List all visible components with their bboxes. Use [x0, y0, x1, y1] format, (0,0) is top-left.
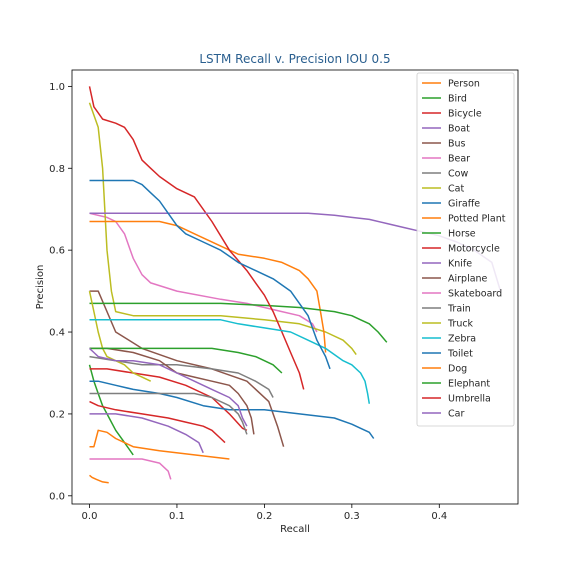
legend-label: Toilet: [447, 349, 473, 360]
y-tick-label: 0.4: [49, 328, 65, 339]
x-tick-label: 0.2: [256, 511, 272, 522]
x-axis: 0.0 0.1 0.2 0.3 0.4: [82, 504, 447, 522]
legend-label: Zebra: [448, 334, 476, 345]
series-line-cow: [89, 355, 274, 398]
legend-label: Potted Plant: [448, 214, 506, 225]
series-line-bicycle: [89, 368, 248, 431]
legend-label: Bird: [448, 94, 467, 105]
series-line-zebra: [89, 319, 371, 404]
legend-label: Horse: [448, 229, 476, 240]
series-line-car: [88, 347, 248, 427]
y-tick-label: 0.2: [49, 409, 65, 420]
series-line-elephant: [89, 347, 283, 374]
series-line-skateboard: [89, 458, 172, 480]
series-line-motorcycle: [88, 86, 305, 390]
y-axis: 0.0 0.2 0.4 0.6 0.8 1.0: [49, 82, 72, 502]
legend-label: Cow: [448, 169, 468, 180]
axes-frame: [71, 69, 519, 505]
chart-title: LSTM Recall v. Precision IOU 0.5: [199, 52, 390, 66]
legend-label: Giraffe: [448, 199, 480, 210]
legend-label: Train: [447, 304, 471, 315]
series-line-truck: [88, 290, 152, 382]
legend-label: Elephant: [448, 379, 490, 390]
series-line-airplane: [89, 347, 255, 435]
legend-label: Cat: [448, 184, 464, 195]
legend-label: Bear: [448, 154, 470, 165]
series-layer: [88, 86, 502, 484]
legend-label: Knife: [448, 259, 472, 270]
series-line-toilet: [89, 179, 331, 370]
series-line-dog: [89, 429, 230, 460]
series-line-giraffe: [89, 380, 375, 439]
legend-label: Motorcycle: [448, 244, 500, 255]
x-tick-label: 0.4: [431, 511, 447, 522]
series-line-potted-plant: [89, 220, 327, 353]
legend-label: Skateboard: [448, 289, 502, 300]
series-line-bird: [88, 364, 134, 456]
y-tick-label: 0.0: [49, 491, 65, 502]
legend-label: Truck: [447, 319, 474, 330]
series-line-bear: [89, 212, 318, 333]
legend-box: [416, 72, 515, 427]
legend-label: Umbrella: [448, 394, 491, 405]
legend-label: Boat: [448, 124, 470, 135]
series-line-person: [89, 474, 109, 484]
legend-label: Car: [448, 409, 464, 420]
series-line-horse: [89, 302, 388, 343]
x-tick-label: 0.0: [82, 511, 98, 522]
x-tick-label: 0.3: [344, 511, 360, 522]
series-line-boat: [89, 413, 204, 454]
legend-label: Person: [448, 79, 480, 90]
legend-label: Airplane: [448, 274, 488, 285]
series-line-train: [89, 392, 248, 435]
y-tick-label: 0.8: [49, 164, 65, 175]
legend-label: Bicycle: [448, 109, 482, 120]
legend: Person Bird Bicycle Boat Bus Bear Cow Cat Giraff…: [416, 72, 515, 427]
y-axis-label: Precision: [35, 265, 46, 310]
legend-label: Dog: [448, 364, 467, 375]
series-line-cat: [88, 102, 357, 356]
series-line-bus: [89, 290, 285, 447]
x-axis-label: Recall: [280, 524, 310, 535]
x-tick-label: 0.1: [169, 511, 185, 522]
y-tick-label: 0.6: [49, 246, 65, 257]
y-tick-label: 1.0: [49, 82, 65, 93]
series-line-umbrella: [89, 400, 226, 444]
legend-label: Bus: [448, 139, 466, 150]
